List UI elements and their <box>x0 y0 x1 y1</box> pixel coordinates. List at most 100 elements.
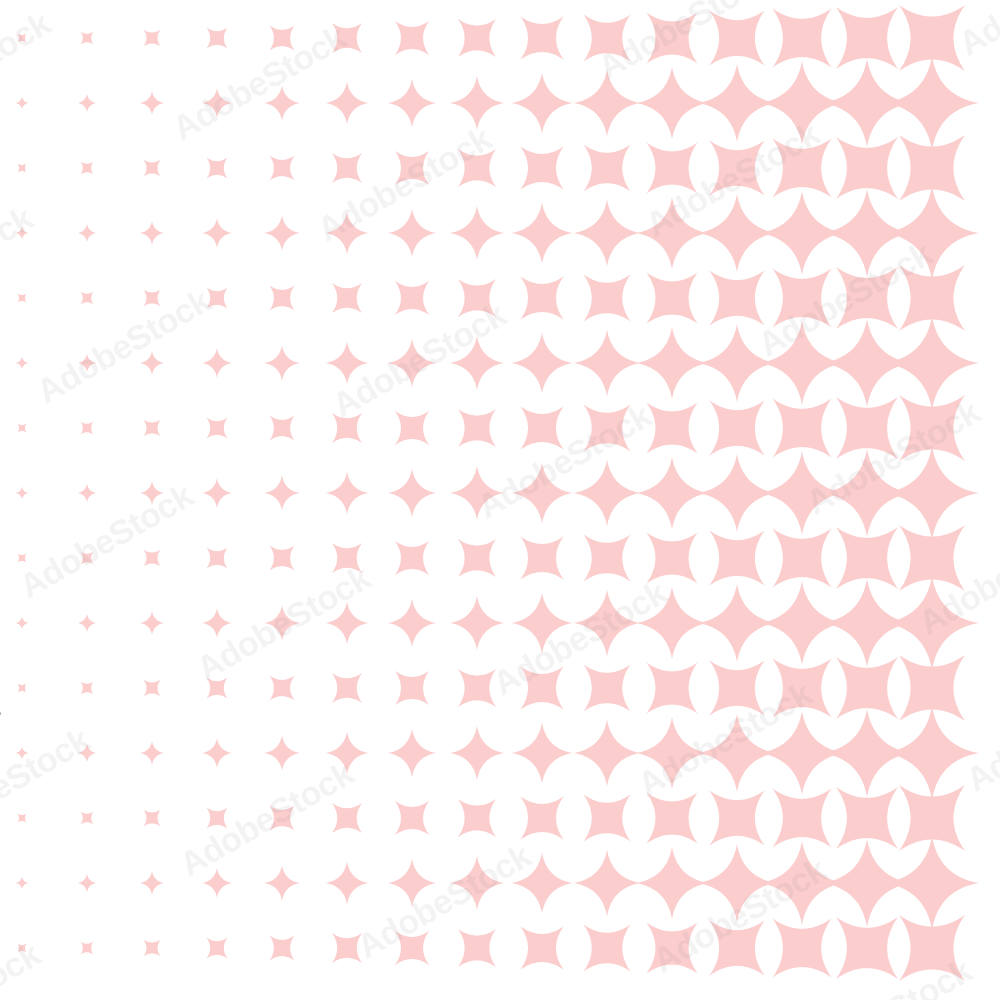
pattern-shape-square <box>143 939 161 957</box>
pattern-shape-diamond <box>635 66 709 140</box>
pattern-shape-diamond <box>387 208 437 258</box>
pattern-shape-diamond <box>698 324 776 402</box>
pattern-shape-diamond <box>573 459 641 527</box>
pattern-shape-square <box>143 419 161 437</box>
pattern-shape-diamond <box>77 93 97 113</box>
pattern-shape-square <box>709 140 765 196</box>
pattern-shape-square <box>269 805 295 831</box>
pattern-shape-diamond <box>885 56 979 150</box>
pattern-shape-square <box>395 671 429 705</box>
adobe-stock-credit: Adobe Stock | #135483134 <box>0 598 2 840</box>
pattern-shape-diamond <box>77 743 97 763</box>
pattern-shape-square <box>899 5 965 71</box>
pattern-shape-square <box>17 423 27 433</box>
pattern-shape-square <box>269 285 295 311</box>
pattern-shape-square <box>836 137 898 199</box>
pattern-shape-diamond <box>15 226 29 240</box>
pattern-shape-diamond <box>698 64 776 142</box>
pattern-shape-diamond <box>635 716 709 790</box>
pattern-shape-diamond <box>264 85 300 121</box>
pattern-shape-square <box>395 931 429 965</box>
pattern-shape-square <box>80 811 94 825</box>
pattern-shape-square <box>709 530 765 586</box>
pattern-shape-square <box>17 293 27 303</box>
pattern-shape-square <box>206 807 228 829</box>
pattern-shape-diamond <box>573 69 641 137</box>
pattern-shape-diamond <box>450 336 504 390</box>
pattern-shape-diamond <box>573 589 641 657</box>
pattern-shape-diamond <box>264 215 300 251</box>
pattern-shape-square <box>520 926 564 970</box>
pattern-shape-square <box>206 677 228 699</box>
pattern-shape-square <box>332 543 362 573</box>
pattern-shape-diamond <box>77 613 97 633</box>
pattern-shape-diamond <box>885 836 979 930</box>
pattern-shape-square <box>899 655 965 721</box>
pattern-shape-square <box>583 924 631 972</box>
pattern-shape-square <box>80 31 94 45</box>
pattern-shape-square <box>395 411 429 445</box>
pattern-shape-diamond <box>760 841 844 925</box>
pattern-shape-square <box>206 27 228 49</box>
pattern-shape-square <box>80 291 94 305</box>
pattern-shape-diamond <box>264 605 300 641</box>
pattern-shape-diamond <box>202 738 232 768</box>
pattern-shape-diamond <box>450 76 504 130</box>
pattern-shape-diamond <box>15 486 29 500</box>
pattern-shape-diamond <box>511 72 573 134</box>
pattern-shape-diamond <box>511 592 573 654</box>
pattern-shape-diamond <box>450 726 504 780</box>
pattern-shape-square <box>80 681 94 695</box>
pattern-shape-square <box>206 417 228 439</box>
pattern-shape-square <box>80 421 94 435</box>
pattern-shape-square <box>332 413 362 443</box>
pattern-shape-diamond <box>15 616 29 630</box>
pattern-shape-diamond <box>450 856 504 910</box>
pattern-shape-square <box>395 21 429 55</box>
pattern-shape-square <box>332 153 362 183</box>
pattern-shape-square <box>395 801 429 835</box>
pattern-shape-diamond <box>635 846 709 920</box>
pattern-shape-square <box>772 658 832 718</box>
pattern-shape-square <box>772 8 832 68</box>
pattern-shape-diamond <box>264 735 300 771</box>
pattern-shape-diamond <box>387 598 437 648</box>
pattern-shape-square <box>646 12 698 64</box>
pattern-shape-square <box>583 794 631 842</box>
pattern-shape-diamond <box>698 584 776 662</box>
pattern-shape-diamond <box>823 839 911 927</box>
pattern-shape-square <box>143 679 161 697</box>
pattern-shape-square <box>143 159 161 177</box>
pattern-shape-square <box>80 161 94 175</box>
pattern-shape-square <box>269 415 295 441</box>
pattern-shape-square <box>458 19 496 57</box>
pattern-shape-diamond <box>511 722 573 784</box>
pattern-shape-square <box>583 14 631 62</box>
pattern-shape-square <box>395 541 429 575</box>
shape-group <box>15 5 979 981</box>
pattern-shape-diamond <box>202 348 232 378</box>
pattern-shape-diamond <box>387 728 437 778</box>
pattern-shape-diamond <box>139 220 165 246</box>
pattern-shape-square <box>143 289 161 307</box>
pattern-shape-diamond <box>139 740 165 766</box>
pattern-shape-square <box>17 163 27 173</box>
pattern-shape-square <box>206 547 228 569</box>
pattern-shape-square <box>836 397 898 459</box>
pattern-shape-diamond <box>573 199 641 267</box>
pattern-shape-diamond <box>77 353 97 373</box>
pattern-shape-square <box>458 799 496 837</box>
pattern-shape-square <box>143 809 161 827</box>
pattern-shape-square <box>395 151 429 185</box>
pattern-shape-diamond <box>635 326 709 400</box>
pattern-shape-square <box>772 138 832 198</box>
pattern-shape-square <box>458 669 496 707</box>
pattern-shape-square <box>206 157 228 179</box>
pattern-shape-square <box>206 287 228 309</box>
pattern-shape-square <box>646 662 698 714</box>
pattern-shape-square <box>458 149 496 187</box>
pattern-shape-square <box>646 532 698 584</box>
pattern-shape-square <box>269 155 295 181</box>
pattern-shape-diamond <box>823 189 911 277</box>
